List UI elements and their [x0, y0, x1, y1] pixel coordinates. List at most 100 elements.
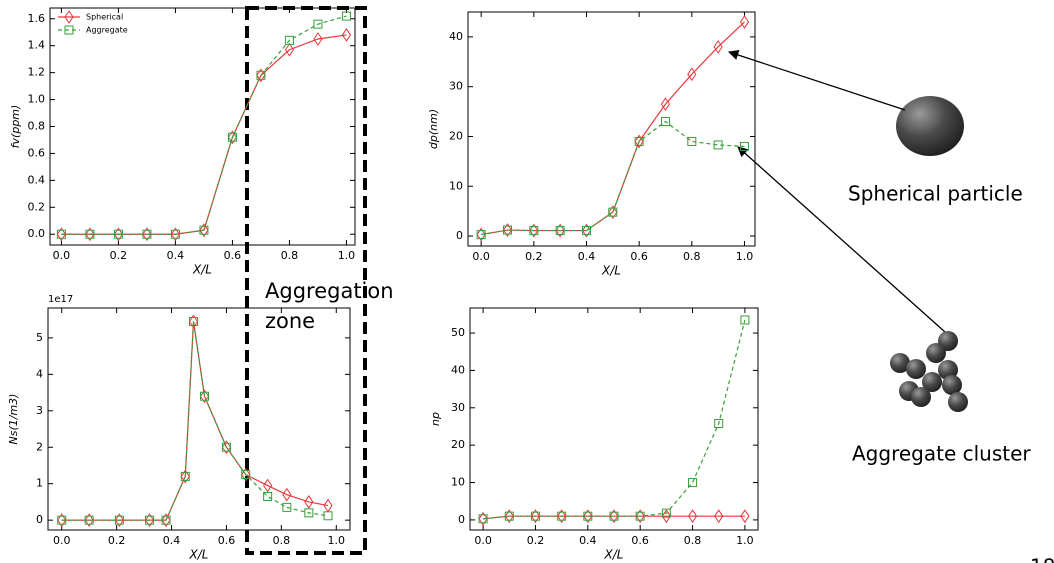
- x-tick-label: 1.0: [328, 534, 346, 547]
- marker: [634, 136, 644, 146]
- marker: [189, 316, 199, 326]
- series-line: [61, 321, 329, 521]
- marker: [478, 511, 488, 526]
- x-tick-label: 1.0: [736, 250, 754, 263]
- marker: [713, 39, 723, 54]
- marker: [688, 478, 698, 488]
- series-line: [61, 15, 347, 235]
- y-tick-label: 1: [36, 477, 43, 490]
- aggregate-label: Aggregate cluster: [852, 442, 1031, 466]
- marker: [529, 223, 539, 238]
- marker: [161, 513, 171, 528]
- y-tick-label: 20: [449, 129, 463, 142]
- marker: [227, 130, 238, 145]
- marker: [180, 471, 190, 481]
- marker: [85, 227, 95, 242]
- marker: [114, 513, 124, 528]
- marker: [341, 28, 352, 42]
- marker: [608, 207, 618, 217]
- marker: [282, 487, 292, 502]
- marker: [635, 509, 645, 524]
- y-tick-label: 1.0: [28, 93, 46, 106]
- zone-label: Aggregation: [265, 279, 394, 303]
- marker: [323, 511, 333, 521]
- legend-label: Aggregate: [86, 26, 128, 35]
- marker: [661, 508, 671, 518]
- x-tick-label: 0.0: [53, 249, 71, 262]
- y-tick-label: 40: [451, 363, 465, 376]
- plot-frame: [467, 11, 756, 247]
- y-tick-label: 0.2: [28, 200, 46, 213]
- marker: [84, 513, 94, 528]
- marker: [284, 42, 295, 57]
- cluster-icon: [890, 331, 968, 412]
- x-tick-label: 0.0: [474, 534, 492, 547]
- marker: [609, 509, 619, 524]
- marker: [161, 515, 171, 525]
- marker: [502, 225, 512, 235]
- marker: [660, 97, 671, 112]
- y-tick-label: 0.8: [28, 120, 46, 133]
- marker: [661, 509, 671, 524]
- x-tick-label: 0.2: [110, 249, 128, 262]
- x-tick-label: 0.6: [218, 534, 236, 547]
- marker: [740, 315, 750, 325]
- marker: [304, 508, 314, 518]
- y-tick-label: 0.4: [28, 173, 46, 186]
- marker: [227, 132, 237, 142]
- marker: [263, 478, 273, 493]
- y-tick-label: 10: [451, 476, 465, 489]
- plot-frame: [47, 307, 351, 531]
- x-tick-label: 0.6: [631, 534, 649, 547]
- series-line: [481, 120, 745, 236]
- marker: [313, 32, 323, 46]
- series-line: [483, 515, 745, 520]
- zone-label: zone: [265, 309, 315, 333]
- marker: [581, 226, 591, 236]
- x-tick-label: 0.8: [281, 249, 299, 262]
- x-tick-label: 0.4: [163, 534, 181, 547]
- x-tick-label: 0.0: [53, 534, 71, 547]
- marker: [739, 141, 749, 151]
- marker: [660, 117, 670, 127]
- marker: [555, 226, 565, 236]
- marker: [635, 511, 645, 521]
- x-tick-label: 0.2: [527, 534, 545, 547]
- x-axis-label: X/L: [192, 263, 212, 277]
- marker: [504, 511, 514, 521]
- plot-frame: [469, 307, 759, 531]
- marker: [504, 509, 514, 524]
- x-axis-label: X/L: [601, 264, 621, 278]
- y-tick-label: 2: [36, 440, 43, 453]
- marker: [583, 511, 593, 521]
- x-tick-label: 0.6: [630, 250, 648, 263]
- y-tick-label: 0.6: [28, 146, 46, 159]
- y-axis-label: Ns(1/m3): [7, 394, 20, 445]
- marker: [581, 223, 592, 238]
- legend-label: Spherical: [86, 13, 123, 22]
- y-tick-label: 1.4: [28, 39, 46, 52]
- marker: [199, 391, 209, 401]
- marker: [714, 509, 724, 524]
- x-tick-label: 0.0: [472, 250, 490, 263]
- marker: [530, 509, 541, 524]
- marker: [56, 229, 66, 239]
- marker: [114, 515, 124, 525]
- y-tick-label: 20: [451, 438, 465, 451]
- y-tick-label: 0: [456, 229, 463, 242]
- marker: [476, 227, 486, 242]
- marker: [634, 134, 644, 149]
- marker: [113, 227, 124, 242]
- marker: [609, 511, 619, 521]
- marker: [740, 509, 750, 524]
- spherical-label: Spherical particle: [848, 182, 1023, 206]
- y-axis-label: fv(ppm): [9, 105, 22, 149]
- marker: [530, 511, 540, 521]
- legend-marker: [64, 10, 74, 24]
- x-tick-label: 0.6: [224, 249, 242, 262]
- marker: [170, 229, 180, 239]
- x-tick-label: 0.4: [167, 249, 185, 262]
- marker: [180, 469, 190, 484]
- x-tick-label: 1.0: [338, 249, 356, 262]
- y-tick-label: 0: [36, 513, 43, 526]
